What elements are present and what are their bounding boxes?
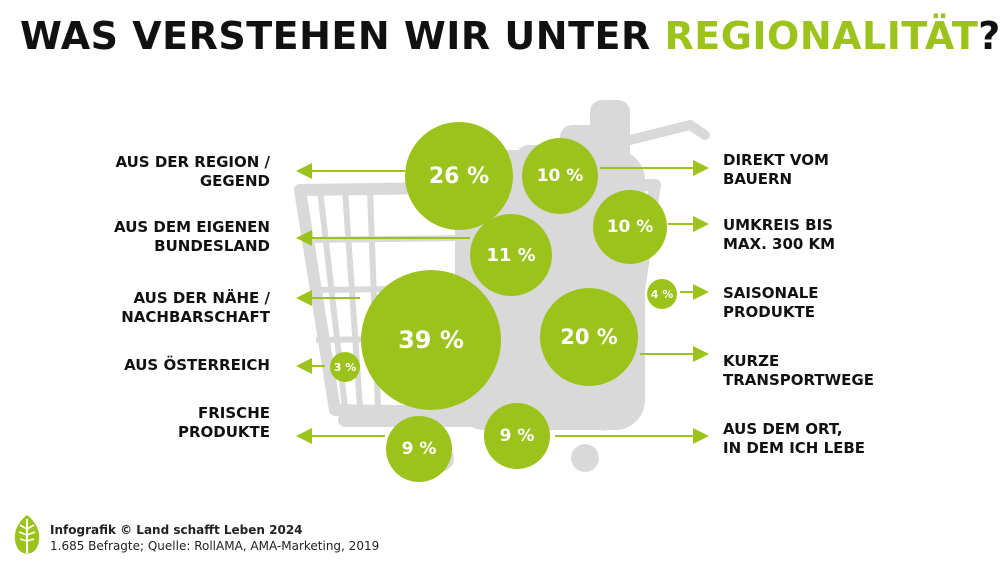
footer-source: 1.685 Befragte; Quelle: RollAMA, AMA-Mar… — [50, 539, 380, 553]
bubble-region: 26 % — [405, 122, 513, 230]
bubble-bauern: 10 % — [522, 138, 598, 214]
label-bundesland: AUS DEM EIGENEN BUNDESLAND — [114, 218, 270, 255]
leaf-logo-icon — [14, 515, 40, 554]
bubble-bundesland: 11 % — [470, 214, 552, 296]
label-bauern: DIREKT VOM BAUERN — [723, 151, 829, 188]
label-umkreis: UMKREIS BIS MAX. 300 KM — [723, 216, 836, 253]
label-saisonal: SAISONALE PRODUKTE — [723, 284, 819, 321]
label-ort: AUS DEM ORT, IN DEM ICH LEBE — [723, 420, 866, 457]
label-oesterreich: AUS ÖSTERREICH — [124, 356, 270, 374]
bubble-frische: 9 % — [386, 416, 452, 482]
bubble-naehe: 39 % — [361, 270, 501, 410]
bubble-saisonal: 4 % — [647, 279, 677, 309]
footer-credits: Infografik © Land schafft Leben 2024 1.6… — [50, 522, 379, 554]
bubble-ort: 9 % — [484, 403, 550, 469]
title-main: WAS VERSTEHEN WIR UNTER — [20, 14, 665, 58]
title-accent: REGIONALITÄT — [664, 14, 979, 58]
label-naehe: AUS DER NÄHE / NACHBARSCHAFT — [121, 289, 270, 326]
label-region: AUS DER REGION / GEGEND — [115, 153, 270, 190]
footer-credit: Infografik © Land schafft Leben 2024 — [50, 523, 303, 537]
page-title: WAS VERSTEHEN WIR UNTER REGIONALITÄT? — [20, 14, 1000, 58]
title-suffix: ? — [978, 14, 1000, 58]
bubble-transport: 20 % — [540, 288, 638, 386]
label-frische: FRISCHE PRODUKTE — [177, 404, 270, 441]
label-transport: KURZE TRANSPORTWEGE — [723, 352, 874, 389]
bubble-umkreis: 10 % — [593, 190, 667, 264]
bubble-oesterreich: 3 % — [330, 352, 360, 382]
